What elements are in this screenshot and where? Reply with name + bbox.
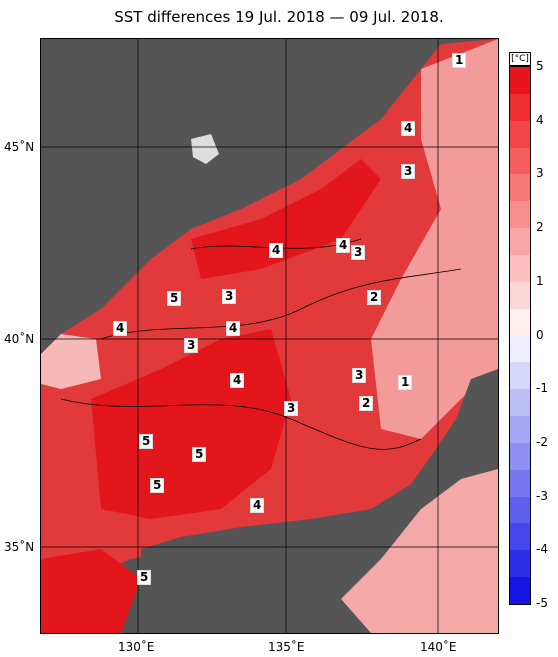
colorbar-segment	[510, 67, 530, 94]
colorbar-segment	[510, 577, 530, 604]
colorbar-segment	[510, 496, 530, 524]
contour-label: 3	[284, 401, 299, 416]
contour-label: 4	[226, 321, 241, 336]
colorbar-tick-label: -3	[536, 488, 548, 503]
contour-label: 4	[113, 321, 128, 336]
contour-label: 2	[359, 396, 374, 411]
lon-label-130: 130˚E	[118, 640, 155, 654]
contour-label: 5	[139, 434, 154, 449]
colorbar-segment	[510, 281, 530, 309]
colorbar-segment	[510, 550, 530, 578]
pacific-sea	[341, 469, 498, 633]
colorbar-segment	[510, 147, 530, 175]
southwest-sea	[41, 549, 141, 633]
colorbar	[509, 66, 531, 605]
contour-label: 5	[150, 478, 165, 493]
colorbar-segment	[510, 254, 530, 282]
colorbar-tick-label: 2	[536, 220, 544, 235]
map-title: SST differences 19 Jul. 2018 — 09 Jul. 2…	[114, 8, 444, 26]
contour-label: 3	[222, 289, 237, 304]
contour-label: 5	[192, 447, 207, 462]
colorbar-tick-label: 4	[536, 112, 544, 127]
colorbar-segment	[510, 415, 530, 443]
colorbar-segment	[510, 335, 530, 363]
colorbar-segment	[510, 201, 530, 229]
colorbar-segment	[510, 228, 530, 255]
colorbar-segment	[510, 469, 530, 497]
colorbar-tick-label: -5	[536, 596, 548, 610]
lat-label-45: 45˚N	[4, 140, 35, 154]
colorbar-tick-label: 1	[536, 273, 544, 288]
lon-label-135: 135˚E	[268, 640, 305, 654]
colorbar-tick-label: 3	[536, 166, 544, 181]
contour-label: 5	[167, 291, 182, 306]
cool-west	[41, 334, 101, 389]
colorbar-segment	[510, 174, 530, 202]
colorbar-tick-label: 0	[536, 327, 544, 342]
colorbar-segment	[510, 389, 530, 416]
colorbar-tick-label: -2	[536, 434, 548, 449]
honshu	[141, 369, 498, 564]
contour-label: 1	[452, 53, 467, 68]
contour-label: 4	[230, 373, 245, 388]
colorbar-tick-label: -4	[536, 542, 548, 557]
contour-label: 4	[250, 498, 265, 513]
sst-map-svg	[41, 39, 498, 633]
island-white	[191, 134, 219, 164]
contour-label: 3	[351, 245, 366, 260]
contour-label: 4	[269, 243, 284, 258]
contour-label: 3	[352, 368, 367, 383]
colorbar-segment	[510, 442, 530, 470]
sst-map	[40, 38, 499, 634]
contour-label: 3	[184, 338, 199, 353]
colorbar-segment	[510, 93, 530, 121]
contour-label: 5	[137, 570, 152, 585]
contour-label: 4	[336, 238, 351, 253]
colorbar-segment	[510, 523, 530, 551]
lat-label-40: 40˚N	[4, 332, 35, 346]
lon-label-140: 140˚E	[420, 640, 457, 654]
colorbar-segment	[510, 120, 530, 148]
colorbar-segment	[510, 362, 530, 390]
contour-label: 4	[401, 121, 416, 136]
contour-label: 1	[398, 375, 413, 390]
contour-label: 3	[401, 164, 416, 179]
peninsula	[41, 39, 81, 159]
colorbar-tick-label: -1	[536, 381, 548, 396]
colorbar-tick-label: 5	[536, 59, 544, 73]
lat-label-35: 35˚N	[4, 540, 35, 554]
contour-label: 2	[367, 290, 382, 305]
colorbar-segment	[510, 308, 530, 336]
colorbar-unit: [°C]	[509, 52, 531, 66]
